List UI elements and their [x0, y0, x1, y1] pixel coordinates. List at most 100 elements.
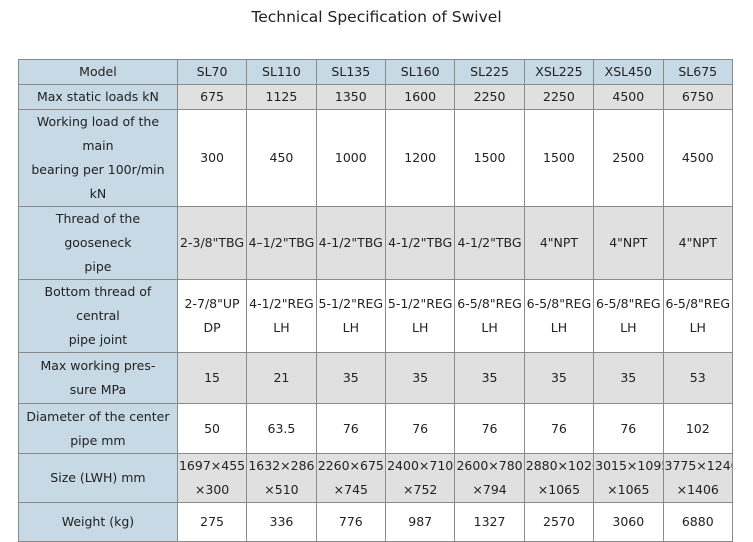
header-row: Model SL70 SL110 SL135 SL160 SL225 XSL225 XSL45…: [18, 59, 733, 85]
table-row: Max working pres-sure MPa 15 21 35 35 35 35 35 5…: [18, 352, 733, 404]
row-label: Bottom thread of central pipe joint: [18, 279, 178, 353]
spec-cell: 5-1/2"REG LH: [315, 279, 387, 353]
cell-text-line: 4-1/2"TBG: [457, 235, 522, 250]
cell-text-line: 4"NPT: [609, 235, 648, 250]
spec-cell: 53: [662, 352, 733, 404]
cell-text-line: 987: [408, 514, 433, 529]
spec-cell: 2250: [523, 84, 595, 110]
cell-text-line: 1000: [334, 150, 367, 165]
cell-text-line: pipe mm: [70, 432, 126, 448]
spec-cell: 3775×1240 ×1406: [662, 453, 733, 503]
row-label: Weight (kg): [18, 502, 178, 542]
page-title: Technical Specification of Swivel: [251, 8, 502, 26]
cell-text-line: Thread of the gooseneck: [55, 211, 141, 250]
cell-text-line: 2-7/8"UP: [184, 296, 240, 311]
cell-text-line: Max static loads kN: [36, 89, 159, 104]
cell-text-line: 35: [550, 370, 567, 385]
cell-text-line: 1350: [334, 89, 367, 104]
cell-text-line: 300: [200, 150, 224, 165]
cell-text-line: 5-1/2"REG: [387, 296, 453, 311]
cell-text-line: 4-1/2"REG: [249, 296, 314, 311]
row-label: Size (LWH) mm: [18, 453, 178, 503]
cell-text-line: sure MPa: [69, 382, 127, 397]
spec-cell: 102: [662, 403, 733, 454]
model-header: SL675: [662, 59, 733, 85]
row-label: Max static loads kN: [18, 84, 178, 110]
cell-text-line: pipe: [84, 259, 112, 274]
cell-text-line: Working load of the main: [36, 114, 160, 153]
spec-cell: 76: [384, 403, 456, 454]
cell-text-line: 35: [342, 370, 359, 385]
model-header: SL160: [384, 59, 456, 85]
cell-text-line: DP: [203, 320, 221, 335]
cell-text-line: 1632×286: [248, 458, 315, 473]
spec-cell: 76: [523, 403, 595, 454]
cell-text-line: 4-1/2"TBG: [388, 235, 453, 250]
spec-cell: 675: [176, 84, 248, 110]
spec-cell: 776: [315, 502, 387, 542]
spec-cell: 4"NPT: [523, 206, 595, 280]
cell-text-line: 35: [412, 370, 429, 385]
spec-cell: 21: [246, 352, 317, 404]
spec-cell: 1327: [454, 502, 525, 542]
header-label: Model: [18, 59, 178, 85]
row-label: Max working pres-sure MPa: [18, 352, 178, 404]
table-row: Thread of the gooseneck pipe 2-3/8"TBG 4–1/…: [18, 206, 733, 280]
table-row: Working load of the main bearing per 100r…: [18, 109, 733, 207]
spec-cell: 4–1/2"TBG: [246, 206, 317, 280]
cell-text-line: 21: [273, 370, 290, 385]
cell-text-line: 2600×780: [456, 458, 523, 473]
cell-text-line: 776: [338, 514, 363, 529]
cell-text-line: 63.5: [267, 420, 296, 436]
cell-text-line: bearing per 100r/min kN: [31, 162, 165, 201]
spec-cell: 76: [315, 403, 387, 454]
spec-cell: 76: [454, 403, 525, 454]
cell-text-line: LH: [689, 320, 706, 335]
cell-text-line: LH: [481, 320, 498, 335]
cell-text-line: 1125: [265, 89, 298, 104]
spec-cell: 2260×675 ×745: [315, 453, 387, 503]
cell-text-line: 15: [204, 370, 221, 385]
cell-text-line: 53: [689, 370, 706, 385]
cell-text-line: 2880×1026: [525, 458, 594, 473]
spec-cell: 1600: [384, 84, 456, 110]
spec-cell: 2570: [523, 502, 595, 542]
spec-cell: 2-3/8"TBG: [176, 206, 248, 280]
cell-text-line: ×752: [403, 482, 438, 497]
cell-text-line: Size (LWH) mm: [50, 470, 146, 485]
cell-text-line: 76: [620, 420, 637, 436]
spec-cell: 1125: [246, 84, 317, 110]
cell-text-line: 4–1/2"TBG: [248, 235, 315, 250]
cell-text-line: ×1065: [607, 482, 650, 497]
spec-cell: 2500: [593, 109, 664, 207]
cell-text-line: pipe joint: [68, 332, 128, 347]
spec-cell: 76: [593, 403, 664, 454]
model-header: SL110: [246, 59, 317, 85]
spec-cell: 6-5/8"REG LH: [523, 279, 595, 353]
cell-text-line: 6-5/8"REG: [526, 296, 592, 311]
spec-cell: 2400×710 ×752: [384, 453, 456, 503]
cell-text-line: 50: [204, 420, 221, 436]
spec-cell: 6880: [662, 502, 733, 542]
cell-text-line: 5-1/2"REG: [318, 296, 384, 311]
spec-cell: 4-1/2"TBG: [454, 206, 525, 280]
cell-text-line: 1600: [404, 89, 437, 104]
cell-text-line: Max working pres-: [40, 358, 156, 373]
cell-text-line: 6-5/8"REG: [665, 296, 731, 311]
spec-cell: 1500: [523, 109, 595, 207]
cell-text-line: 2260×675: [317, 458, 384, 473]
spec-cell: 3015×1095 ×1065: [593, 453, 664, 503]
spec-cell: 275: [176, 502, 248, 542]
cell-text-line: 2400×710: [387, 458, 454, 473]
cell-text-line: 35: [620, 370, 637, 385]
table-row: Size (LWH) mm 1697×455 ×300 1632×286 ×510 226…: [18, 453, 733, 503]
spec-cell: 6-5/8"REG LH: [593, 279, 664, 353]
cell-text-line: 76: [550, 420, 567, 436]
model-header: SL70: [176, 59, 248, 85]
cell-text-line: 6750: [681, 89, 714, 104]
cell-text-line: 3015×1095: [595, 458, 663, 473]
cell-text-line: ×794: [472, 482, 507, 497]
cell-text-line: 675: [200, 89, 224, 104]
cell-text-line: 336: [269, 514, 294, 529]
row-label: Thread of the gooseneck pipe: [18, 206, 178, 280]
